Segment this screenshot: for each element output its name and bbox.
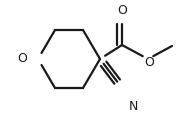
Text: O: O (117, 4, 127, 17)
Text: O: O (144, 55, 154, 69)
Text: N: N (128, 101, 138, 114)
Text: O: O (17, 53, 27, 65)
